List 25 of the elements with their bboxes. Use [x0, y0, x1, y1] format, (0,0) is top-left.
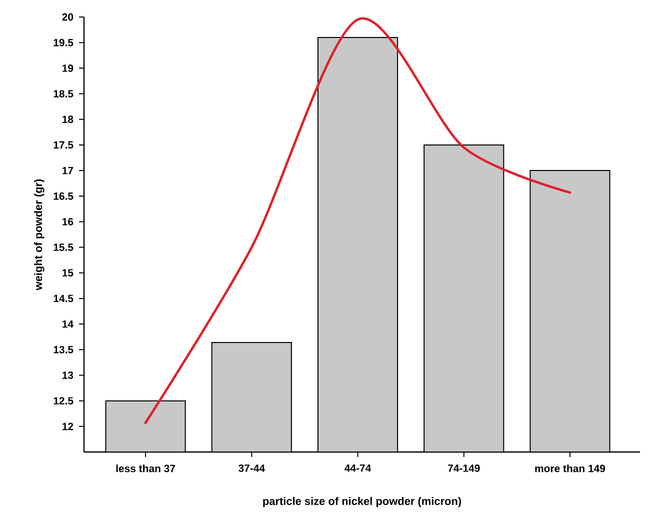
y-tick-label: 19	[62, 64, 74, 72]
y-tick-label: 17	[62, 166, 74, 174]
y-tick-label: 19.5	[54, 38, 74, 46]
y-tick-label: 12.5	[54, 397, 74, 405]
y-tick-label: 17.5	[54, 141, 74, 149]
y-tick-label: 13.5	[54, 346, 74, 354]
x-tick-label: more than 149	[535, 464, 606, 472]
y-tick-label: 16	[62, 218, 74, 226]
y-axis-title: weight of powder (gr)	[34, 179, 44, 290]
y-tick-label: 18.5	[54, 90, 74, 98]
x-tick-label: 44-74	[344, 464, 372, 472]
y-tick-label: 12	[62, 422, 74, 430]
line-series	[144, 18, 572, 424]
x-axis-title: particle size of nickel powder (micron)	[263, 496, 462, 508]
x-tick-label: less than 37	[116, 464, 176, 472]
y-tick-label: 20	[62, 13, 74, 21]
y-tick-label: 18	[62, 116, 74, 124]
y-tick-label: 13	[62, 372, 74, 379]
x-tick-label: 74-149	[448, 464, 480, 472]
y-tick-label: 14.5	[54, 294, 74, 302]
y-tick-label: 15	[62, 269, 74, 277]
y-tick-label: 16.5	[54, 192, 74, 200]
y-tick-label: 14	[62, 320, 74, 328]
x-tick-label: 37-44	[238, 464, 265, 472]
y-tick-label: 15.5	[54, 244, 74, 251]
